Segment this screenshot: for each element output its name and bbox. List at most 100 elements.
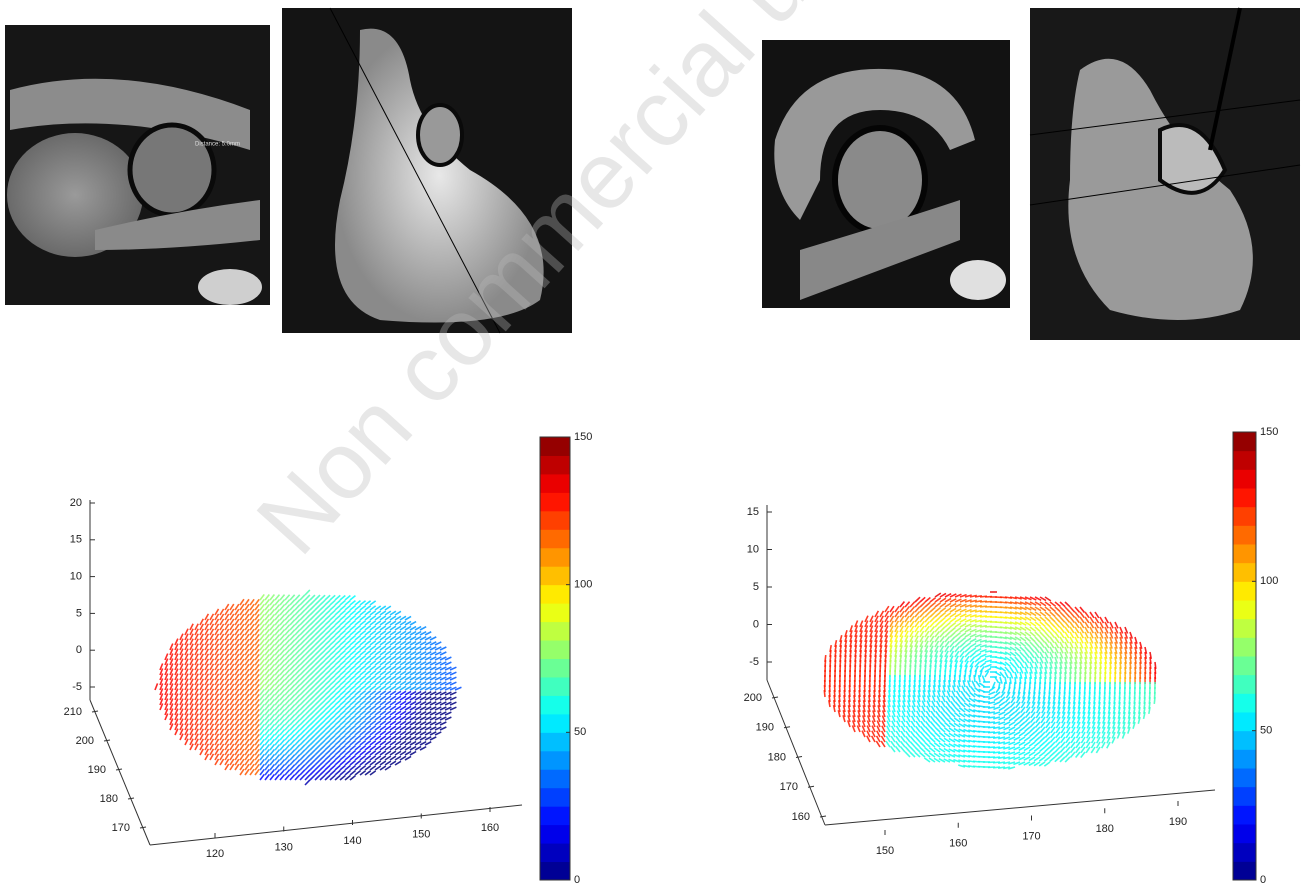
- vector: [335, 680, 340, 685]
- vector: [300, 665, 305, 670]
- vector: [974, 675, 975, 682]
- vector: [310, 670, 315, 675]
- vector: [285, 625, 290, 630]
- vector: [285, 755, 290, 760]
- vector: [300, 700, 305, 705]
- colorbar-segment: [1233, 656, 1256, 675]
- colorbar-segment: [1233, 544, 1256, 563]
- vector: [315, 755, 320, 760]
- vector: [300, 710, 305, 715]
- vector: [330, 775, 335, 780]
- vector: [295, 750, 300, 755]
- vector: [310, 760, 315, 765]
- vector: [925, 607, 930, 612]
- vector: [300, 645, 305, 650]
- vector: [960, 647, 965, 652]
- vector: [320, 695, 325, 700]
- vector: [300, 730, 305, 735]
- vector: [930, 617, 935, 622]
- vector: [920, 742, 925, 747]
- vector: [305, 670, 310, 675]
- vector: [310, 740, 315, 745]
- vector: [340, 760, 345, 765]
- vector: [335, 720, 340, 725]
- vector: [295, 715, 300, 720]
- vector: [945, 627, 950, 632]
- vector: [900, 747, 905, 752]
- vector: [305, 750, 310, 755]
- vector: [315, 645, 320, 650]
- colorbar-segment: [540, 659, 570, 678]
- vector: [320, 720, 325, 725]
- vector: [300, 675, 305, 680]
- vector: [295, 640, 300, 645]
- vector: [290, 685, 295, 690]
- vector: [915, 747, 920, 752]
- vector: [280, 775, 285, 780]
- vector: [285, 615, 290, 620]
- vector: [906, 742, 910, 747]
- vector: [290, 765, 295, 770]
- tick-label: 120: [206, 848, 224, 860]
- colorbar-segment: [540, 732, 570, 751]
- vector: [930, 722, 935, 727]
- plot-3d: -505101516017018019020015016017018019005…: [744, 426, 1279, 885]
- vector: [1040, 637, 1045, 642]
- mri-image: [1030, 8, 1300, 340]
- vector: [305, 650, 310, 655]
- vector: [1040, 732, 1045, 737]
- vector: [1020, 647, 1025, 652]
- vector: [320, 615, 325, 620]
- vector: [305, 660, 310, 665]
- tick-label: 170: [780, 781, 798, 793]
- vector: [330, 680, 335, 685]
- vector: [325, 730, 330, 735]
- mri-image: Distance: 5.0mm: [5, 25, 270, 305]
- vector: [290, 750, 295, 755]
- vector: [280, 595, 285, 600]
- vector: [325, 745, 330, 750]
- vector: [340, 640, 345, 645]
- vector: [335, 655, 340, 660]
- vector: [310, 660, 315, 665]
- vector: [290, 670, 295, 675]
- vector: [305, 775, 310, 780]
- vector: [940, 627, 945, 632]
- vector: [285, 630, 290, 635]
- colorbar-segment: [1233, 824, 1256, 843]
- vector: [320, 725, 325, 730]
- vector: [315, 690, 320, 695]
- vector: [325, 670, 330, 675]
- vector: [305, 640, 310, 645]
- vector: [950, 707, 955, 712]
- vector: [1000, 697, 1005, 702]
- vector: [988, 712, 995, 713]
- vector: [290, 635, 295, 640]
- vector: [305, 695, 310, 700]
- vector: [330, 720, 335, 725]
- vector: [915, 737, 920, 742]
- tick-label: -5: [749, 656, 759, 668]
- vector: [310, 605, 315, 610]
- tick-mark: [784, 727, 790, 728]
- vector: [340, 755, 345, 760]
- colorbar-segment: [540, 677, 570, 696]
- vector: [300, 630, 305, 635]
- vector: [315, 670, 320, 675]
- vector: [315, 715, 320, 720]
- vector: [1040, 737, 1045, 742]
- vector: [335, 625, 340, 630]
- vector: [280, 715, 285, 720]
- vector: [955, 707, 960, 712]
- vector: [340, 770, 345, 775]
- vector: [335, 665, 340, 670]
- vector: [330, 660, 335, 665]
- vector: [315, 775, 320, 780]
- vector: [824, 690, 825, 697]
- vector: [295, 710, 300, 715]
- vector: [1050, 742, 1055, 747]
- vector: [335, 705, 340, 710]
- vector: [300, 765, 305, 770]
- vector: [310, 620, 315, 625]
- vector: [340, 660, 345, 665]
